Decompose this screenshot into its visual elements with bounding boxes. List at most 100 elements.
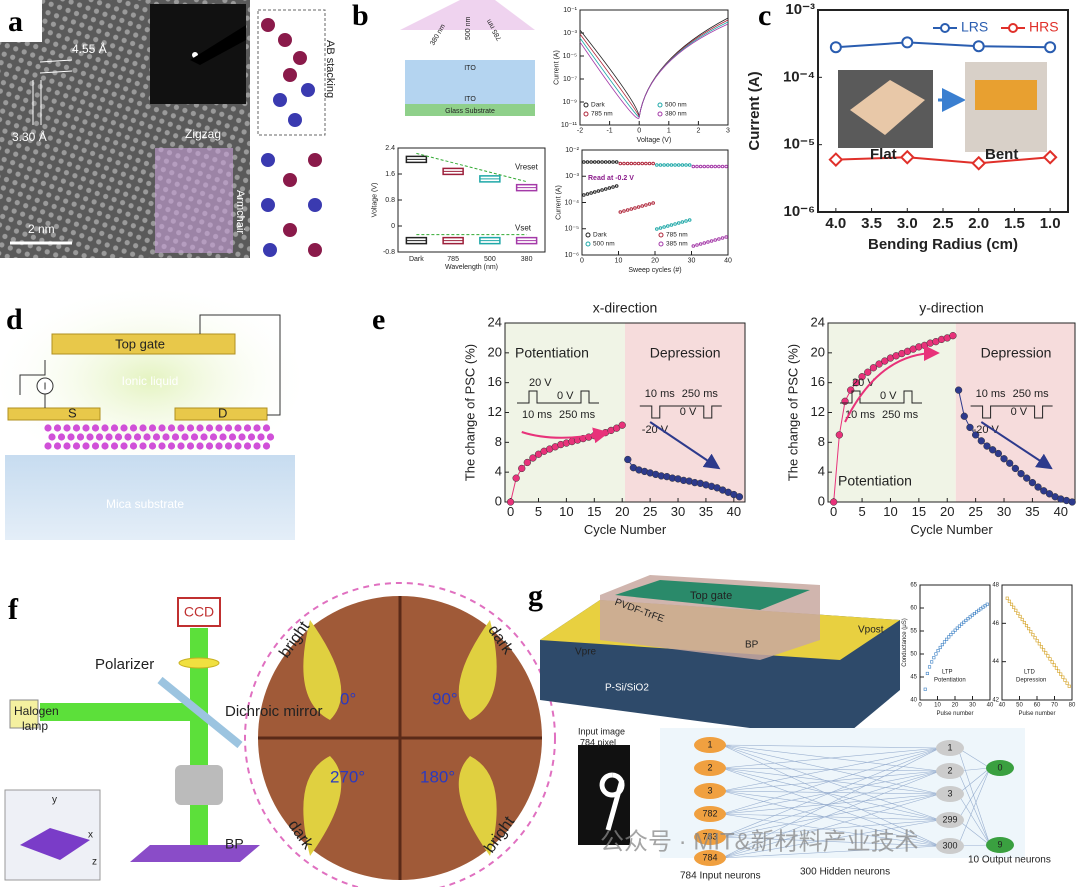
legend-marker — [585, 232, 591, 238]
label: Zigzag — [185, 127, 221, 141]
y-tick-label: 10⁻³ — [565, 173, 579, 180]
legend-label: 500 nm — [593, 241, 615, 248]
dot — [691, 164, 696, 169]
label: Depression — [1016, 678, 1046, 684]
dot — [589, 191, 593, 195]
plot-frame — [581, 149, 729, 256]
marker — [835, 431, 844, 439]
marker — [523, 458, 531, 467]
x-tick-label: 10 — [559, 504, 573, 519]
dot — [1039, 645, 1044, 649]
x-axis-label: Voltage (V) — [637, 137, 672, 144]
atom — [283, 68, 297, 82]
dot — [600, 188, 604, 192]
atom — [158, 424, 166, 432]
marker — [1068, 498, 1076, 506]
connection — [721, 790, 941, 821]
label: 9 — [997, 839, 1002, 849]
dot — [1027, 627, 1031, 631]
legend-label: Dark — [591, 102, 605, 109]
label: 0 V — [680, 406, 697, 418]
legend-label: HRS — [1029, 19, 1059, 35]
marker — [989, 446, 997, 454]
dot — [1059, 672, 1063, 676]
connection — [721, 747, 941, 815]
watermark: 公众号 · MIT&新材料产业技术 — [600, 828, 919, 855]
x-tick-label: 15 — [912, 504, 926, 519]
dot — [655, 163, 659, 167]
y-tick-label: 0 — [495, 493, 502, 508]
x-tick-label: 80 — [1069, 702, 1076, 708]
neuron — [936, 740, 964, 756]
atom — [273, 93, 287, 107]
atom — [110, 442, 119, 450]
pulse — [970, 405, 1053, 419]
marker — [1017, 470, 1025, 478]
inset-plane — [20, 828, 90, 860]
x-tick-label: 1.0 — [1040, 215, 1061, 232]
y-tick-label: 65 — [910, 583, 917, 589]
atom — [261, 153, 275, 167]
x-axis-label: Cycle Number — [584, 522, 667, 537]
x-tick-label: 10 — [934, 702, 941, 708]
beam-stop — [190, 25, 246, 65]
label: Potentiation — [934, 678, 966, 684]
atom — [215, 442, 223, 450]
label: AB stacking — [324, 40, 336, 98]
atom — [190, 433, 199, 441]
y-axis-label: Current (A) — [556, 185, 563, 220]
dot — [582, 193, 586, 197]
dot — [611, 185, 615, 189]
atom — [261, 198, 275, 212]
polarizer — [178, 657, 220, 669]
dot — [614, 160, 619, 164]
region — [955, 323, 1075, 502]
panel-label: c — [758, 0, 771, 32]
dot — [669, 163, 674, 167]
y-tick-label: 16 — [811, 374, 825, 389]
neuron — [936, 838, 964, 854]
dot — [614, 184, 619, 188]
marker — [830, 498, 838, 506]
network — [694, 737, 1014, 866]
atom — [158, 442, 166, 450]
dot — [949, 633, 953, 637]
dot — [651, 161, 655, 166]
dot — [658, 226, 663, 230]
atom — [53, 442, 62, 450]
legend-label: 385 nm — [666, 241, 688, 248]
dot — [665, 224, 670, 228]
marker — [960, 412, 968, 420]
dot — [985, 602, 989, 606]
dot — [665, 163, 670, 167]
atom — [186, 424, 195, 432]
x-tick-label: 50 — [1016, 702, 1023, 708]
atom — [152, 433, 161, 441]
legend-marker — [583, 111, 589, 117]
label: 782 — [702, 808, 717, 818]
dot — [636, 205, 641, 209]
annotation: Vreset — [515, 162, 539, 171]
marker — [971, 155, 987, 171]
structure-bg — [250, 0, 338, 258]
dot — [1061, 675, 1065, 679]
label: Ionic liquid — [122, 374, 179, 388]
beam — [40, 703, 200, 721]
dot — [618, 161, 623, 166]
x-tick-label: 0 — [507, 504, 514, 519]
dot — [596, 160, 601, 164]
panel-label: g — [528, 579, 543, 612]
dot — [955, 626, 959, 630]
x-tick-label: 1.5 — [1004, 215, 1025, 232]
atom — [129, 424, 138, 432]
atom — [308, 198, 322, 212]
dot — [720, 164, 725, 169]
dot — [695, 164, 699, 169]
marker — [829, 41, 842, 54]
label: Armchair — [234, 190, 246, 234]
series-line — [835, 156, 1051, 165]
bp-layer — [44, 424, 275, 450]
dot — [633, 161, 637, 166]
dot — [977, 608, 981, 612]
x-tick-label: -2 — [577, 127, 583, 134]
